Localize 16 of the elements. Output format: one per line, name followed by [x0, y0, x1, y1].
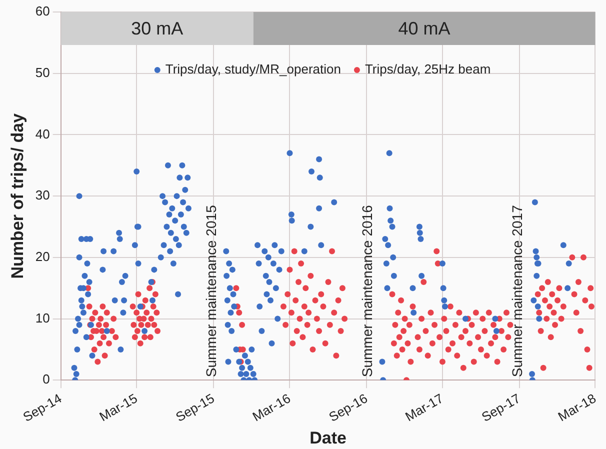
y-tick-label: 10	[35, 310, 50, 326]
annotation: Summer maintenance 2017	[508, 204, 525, 378]
annotation: Summer maintenance 2016	[359, 204, 376, 378]
y-axis-title: Number of trips/ day	[8, 112, 27, 279]
y-tick-label: 20	[35, 249, 50, 264]
annotation: Summer maintenance 2015	[203, 204, 219, 378]
y-tick-label: 40	[35, 126, 50, 142]
x-axis-title: Date	[310, 428, 346, 448]
y-tick-label: 60	[35, 4, 50, 19]
band-label: 40 mA	[398, 18, 450, 38]
legend-label: Trips/day, 25Hz beam	[364, 62, 491, 77]
y-tick-label: 0	[42, 372, 50, 387]
y-tick-label: 50	[35, 64, 50, 80]
y-tick-label: 30	[35, 188, 50, 203]
legend-label: Trips/day, study/MR_operation	[165, 62, 341, 77]
band-label: 30 mA	[131, 18, 184, 38]
